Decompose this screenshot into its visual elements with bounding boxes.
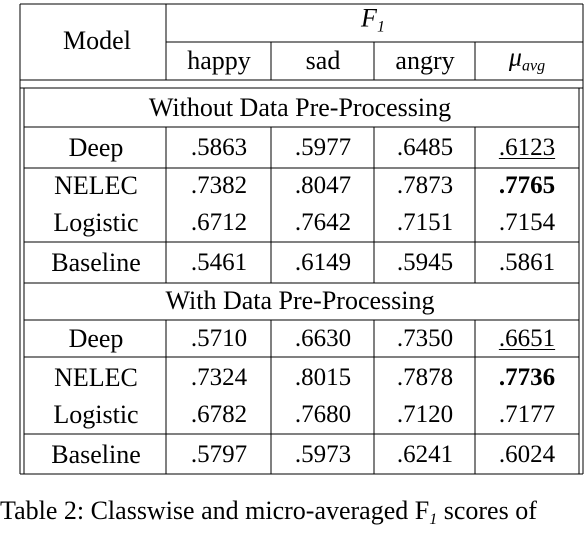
column-header-angry: angry xyxy=(395,46,455,75)
cell-avg: .7765 xyxy=(498,172,556,199)
results-table: Model F1 happy sad angry μavg Without Da… xyxy=(19,3,584,475)
cell-angry: .7151 xyxy=(396,209,454,236)
row-model: Baseline xyxy=(51,440,141,469)
cell-sad: .8015 xyxy=(294,364,352,391)
cell-happy: .7324 xyxy=(190,364,248,391)
caption-subscript: 1 xyxy=(429,511,438,528)
row-model: Logistic xyxy=(53,208,139,237)
cell-avg: .7177 xyxy=(498,401,556,428)
cell-sad: .6630 xyxy=(294,325,352,352)
column-header-sad: sad xyxy=(305,46,341,75)
cell-sad: .8047 xyxy=(294,172,352,199)
row-model: NELEC xyxy=(54,363,138,392)
cell-angry: .6241 xyxy=(396,441,454,468)
cell-happy: .5797 xyxy=(190,441,248,468)
cell-avg: .6024 xyxy=(498,441,556,468)
cell-angry: .6485 xyxy=(396,134,454,161)
cell-happy: .6712 xyxy=(190,209,248,236)
column-header-happy: happy xyxy=(187,46,251,75)
row-model: Logistic xyxy=(53,400,139,429)
row-model: Deep xyxy=(68,133,124,162)
cell-avg: .6651 xyxy=(498,325,556,352)
section-title-without: Without Data Pre-Processing xyxy=(148,93,452,122)
cell-angry: .7120 xyxy=(396,401,454,428)
cell-happy: .5461 xyxy=(190,249,248,276)
section-title-with: With Data Pre-Processing xyxy=(165,286,435,315)
cell-angry: .7873 xyxy=(396,172,454,199)
cell-avg: .7736 xyxy=(498,364,556,391)
cell-sad: .6149 xyxy=(294,249,352,276)
caption-tail: scores of xyxy=(437,496,537,525)
table-rules xyxy=(19,3,584,475)
cell-angry: .5945 xyxy=(396,249,454,276)
row-model: NELEC xyxy=(54,171,138,200)
cell-sad: .7642 xyxy=(294,209,352,236)
cell-sad: .5977 xyxy=(294,134,352,161)
avg-subscript: avg xyxy=(521,57,546,75)
row-model: Baseline xyxy=(51,248,141,277)
cell-avg: .5861 xyxy=(498,249,556,276)
column-header-avg: μavg xyxy=(508,42,546,80)
cell-happy: .5863 xyxy=(190,134,248,161)
cell-avg: .7154 xyxy=(498,209,556,236)
metric-header: F1 xyxy=(361,3,385,41)
cell-sad: .7680 xyxy=(294,401,352,428)
cell-sad: .5973 xyxy=(294,441,352,468)
caption-text: Table 2: Classwise and micro-averaged F xyxy=(0,496,430,525)
cell-happy: .7382 xyxy=(190,172,248,199)
cell-angry: .7350 xyxy=(396,325,454,352)
avg-symbol: μ xyxy=(508,42,522,72)
cell-avg: .6123 xyxy=(498,134,556,161)
metric-subscript: 1 xyxy=(376,18,385,36)
metric-symbol: F xyxy=(361,3,377,33)
model-header: Model xyxy=(63,26,131,55)
row-model: Deep xyxy=(68,324,124,353)
cell-happy: .5710 xyxy=(190,325,248,352)
table-caption: Table 2: Classwise and micro-averaged F1… xyxy=(0,496,537,535)
cell-happy: .6782 xyxy=(190,401,248,428)
cell-angry: .7878 xyxy=(396,364,454,391)
